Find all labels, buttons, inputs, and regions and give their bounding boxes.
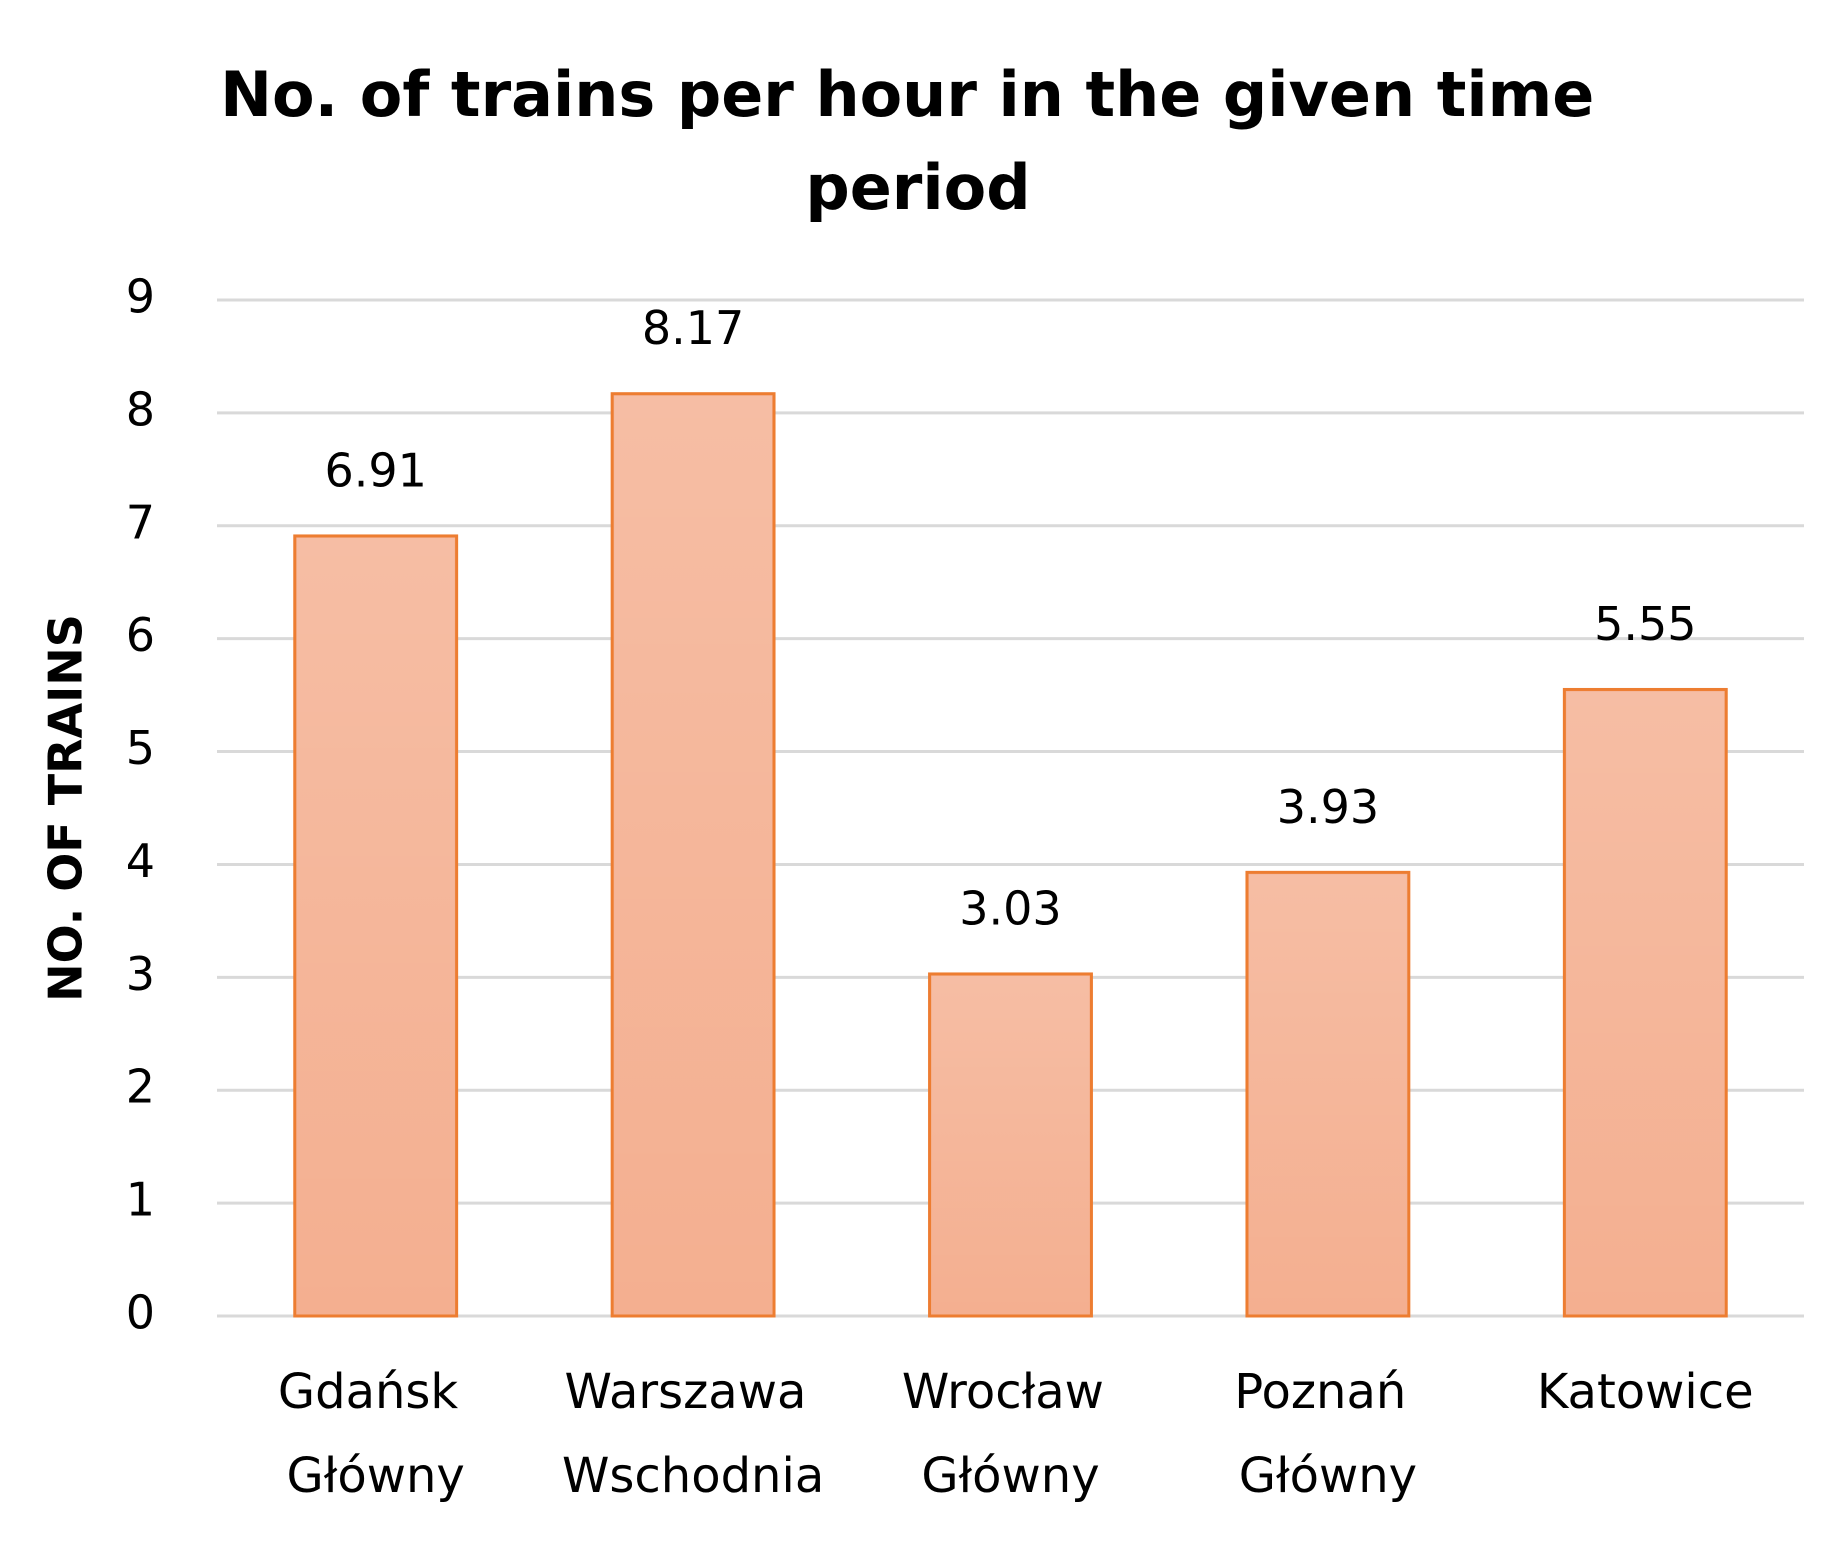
y-tick-label: 2 [126, 1060, 155, 1114]
y-axis-label: NO. OF TRAINS [39, 614, 93, 1002]
y-tick-label: 4 [126, 834, 155, 888]
x-tick-label: Warszawa Wschodnia [562, 1364, 824, 1504]
x-tick-label: Gdańsk Główny [278, 1364, 474, 1504]
y-tick-label: 1 [126, 1173, 155, 1227]
bar-sheen [296, 537, 455, 1314]
y-tick-label: 8 [126, 382, 155, 436]
x-tick-label: Poznań Główny [1234, 1364, 1421, 1504]
x-tick-label: Wrocław Główny [902, 1364, 1119, 1504]
y-tick-label: 0 [126, 1286, 155, 1340]
chart-title: No. of trains per hour in the given time… [220, 58, 1616, 224]
data-label: 3.93 [1277, 780, 1379, 834]
data-label: 3.03 [959, 881, 1061, 935]
x-tick-label: Katowice [1537, 1364, 1754, 1420]
data-label: 8.17 [642, 301, 744, 355]
data-label: 5.55 [1594, 597, 1696, 651]
data-label: 6.91 [324, 443, 426, 497]
bar-sheen [1566, 691, 1725, 1314]
y-tick-label: 9 [126, 270, 155, 324]
bar-sheen [1248, 874, 1407, 1314]
bar-sheen [614, 395, 773, 1315]
y-tick-label: 5 [126, 721, 155, 775]
y-tick-label: 6 [126, 608, 155, 662]
y-tick-label: 3 [126, 947, 155, 1001]
y-tick-label: 7 [126, 495, 155, 549]
bar-sheen [931, 975, 1090, 1314]
